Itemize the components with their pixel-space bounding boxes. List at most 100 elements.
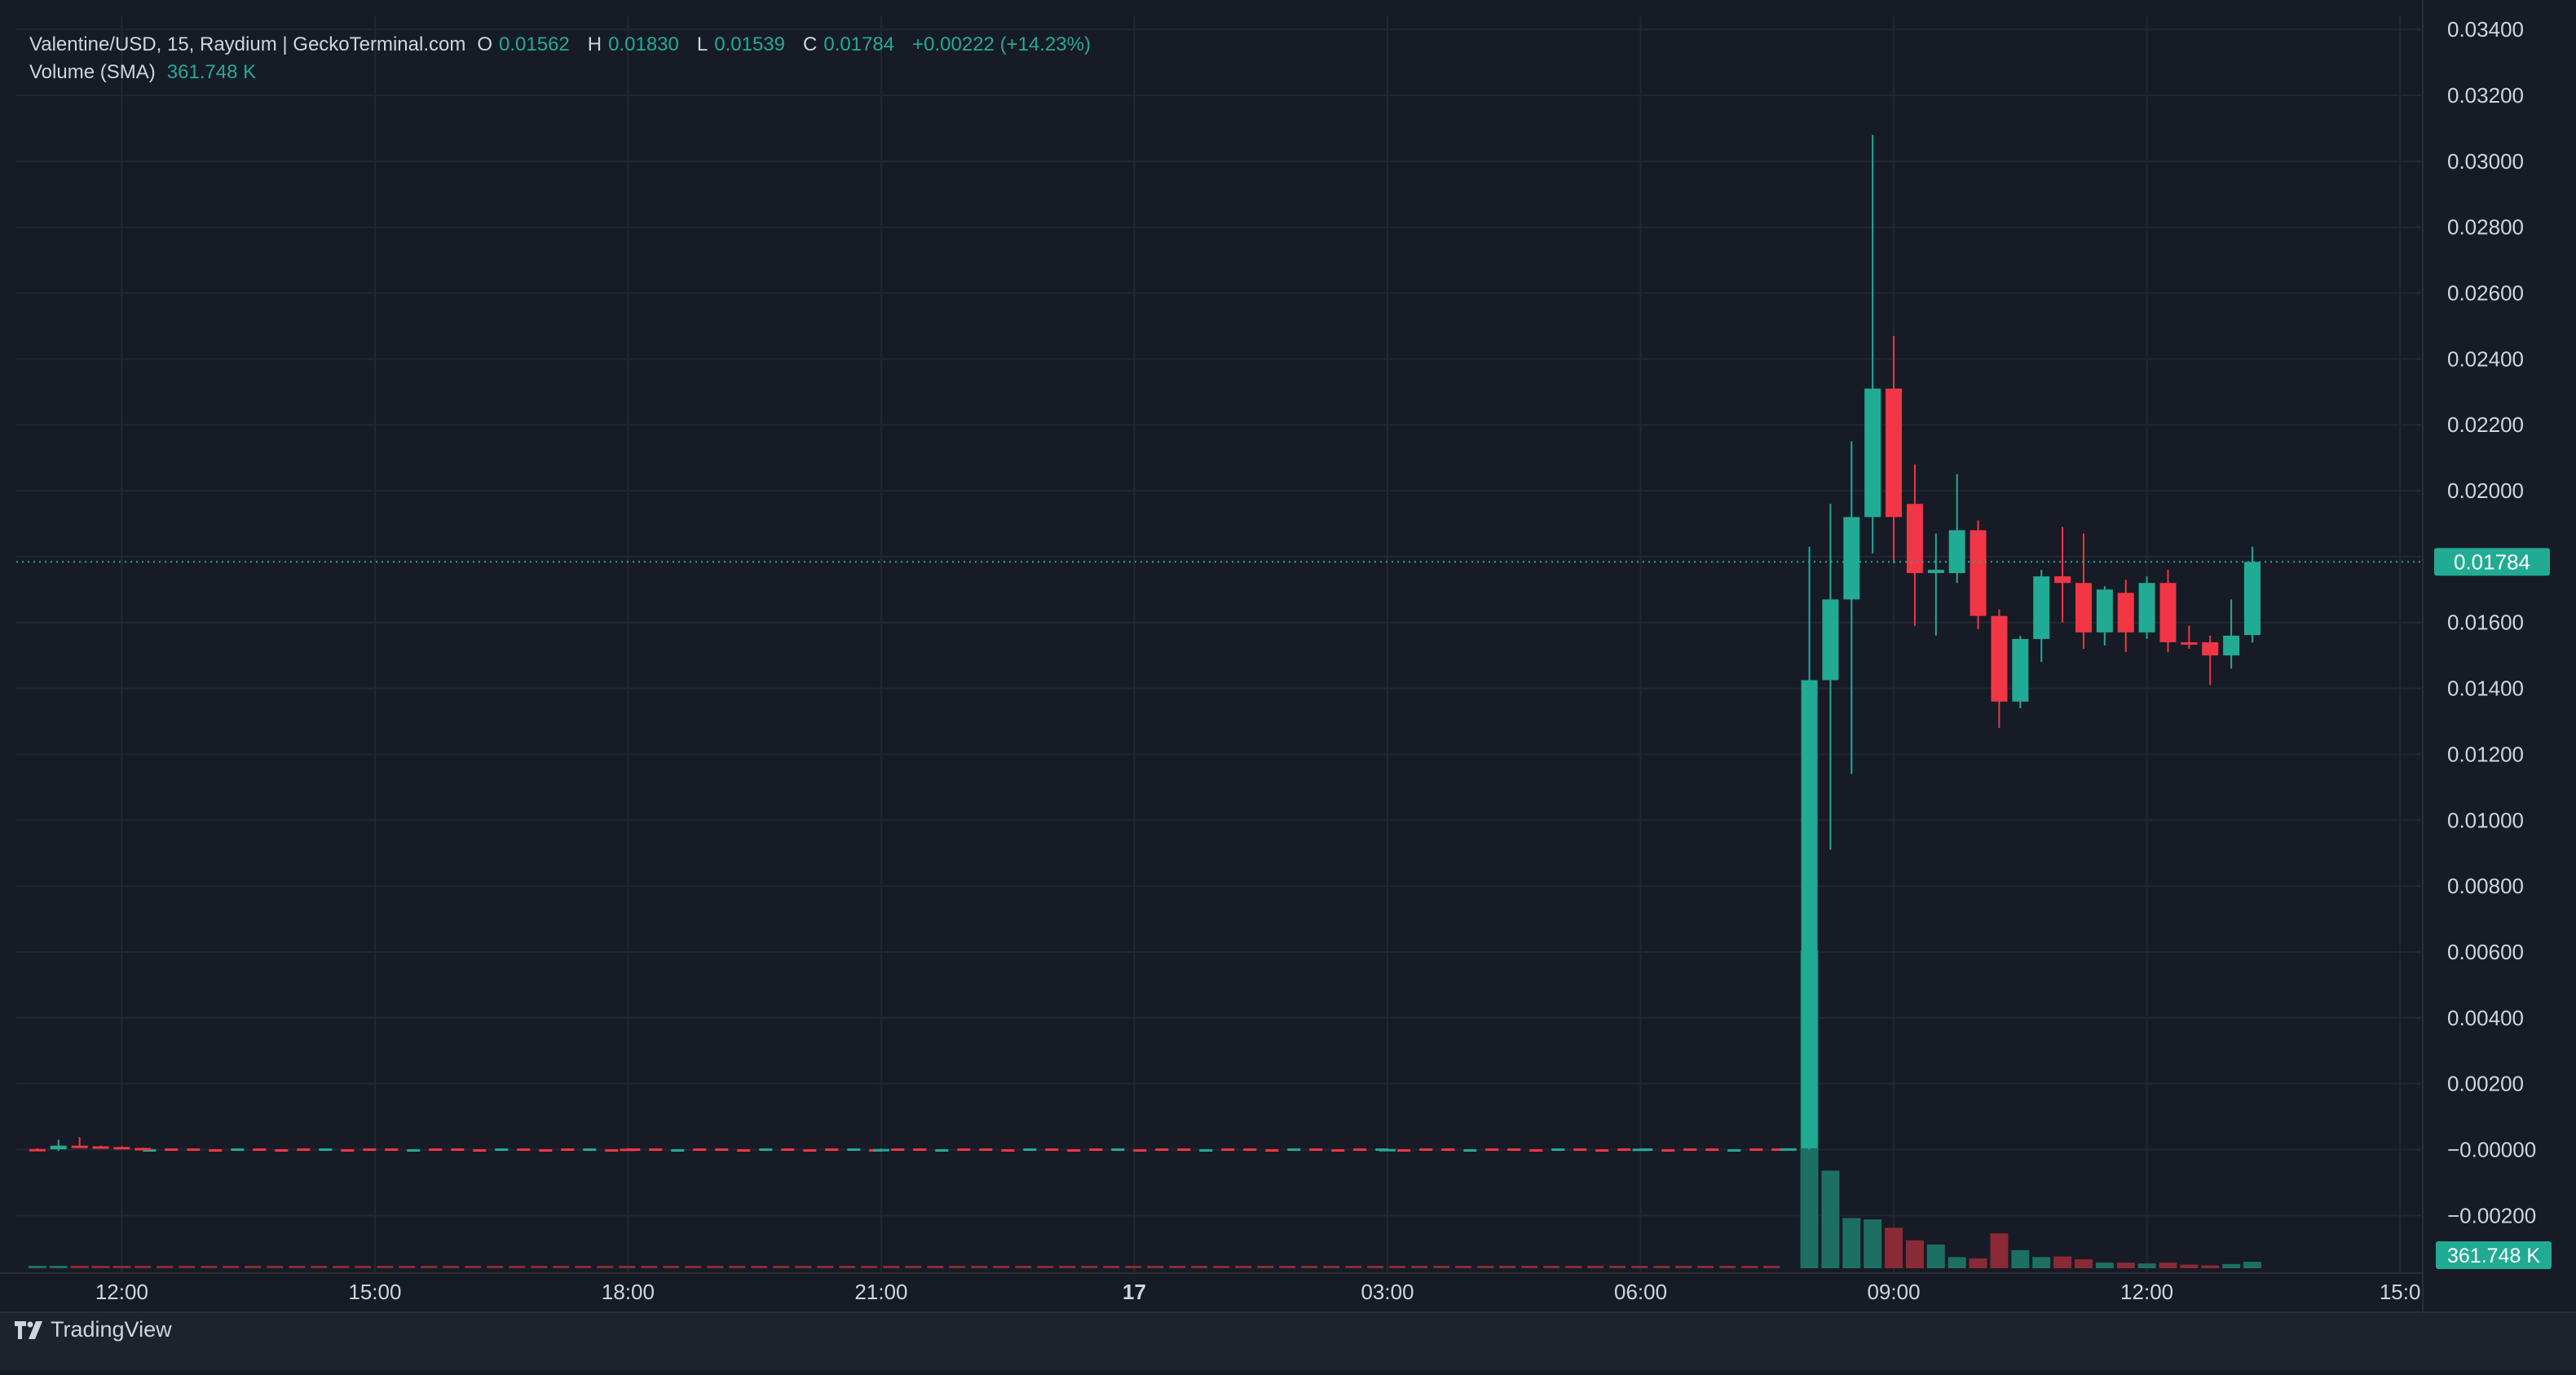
candle-body[interactable] (1886, 388, 1903, 518)
volume-bar (311, 1266, 328, 1268)
candle-body[interactable] (2181, 642, 2198, 645)
candle-body[interactable] (2138, 583, 2155, 632)
volume-bar (619, 1266, 636, 1268)
volume-bar (201, 1266, 218, 1268)
volume-bar[interactable] (1926, 1244, 1945, 1268)
price-tick-label: 0.00600 (2447, 940, 2524, 964)
volume-bar (267, 1266, 284, 1268)
time-tick-label: 15:0 (2380, 1280, 2421, 1304)
volume-bar (1147, 1266, 1164, 1268)
volume-bar (1191, 1266, 1208, 1268)
volume-bar[interactable] (1990, 1233, 2009, 1268)
candle-body[interactable] (2117, 593, 2134, 632)
volume-bar (1411, 1266, 1428, 1268)
last-price-tag[interactable] (2434, 548, 2550, 576)
volume-bar (1169, 1266, 1186, 1268)
price-tick-label: 0.02200 (2447, 412, 2524, 437)
volume-sma-tag[interactable] (2436, 1241, 2552, 1269)
tradingview-label: TradingView (51, 1317, 172, 1342)
candle-body[interactable] (2202, 642, 2219, 656)
candle-body[interactable] (1864, 388, 1881, 518)
volume-bar[interactable] (2137, 1263, 2156, 1268)
candle-body[interactable] (872, 1148, 889, 1152)
candle-body[interactable] (1632, 1148, 1649, 1152)
candle-body[interactable] (1379, 1148, 1396, 1152)
price-tick-label: 0.00400 (2447, 1006, 2524, 1030)
volume-bar[interactable] (2116, 1263, 2135, 1268)
candle-body[interactable] (92, 1146, 109, 1149)
volume-bar (509, 1266, 526, 1268)
candle-body[interactable] (1948, 530, 1965, 574)
price-tick-label: 0.03000 (2447, 149, 2524, 174)
candle-body[interactable] (620, 1148, 637, 1152)
time-tick-label: 12:00 (2120, 1280, 2173, 1304)
volume-bar[interactable] (1864, 1219, 1882, 1268)
volume-bar[interactable] (70, 1266, 89, 1268)
candle-body[interactable] (71, 1145, 88, 1148)
volume-bar[interactable] (1969, 1258, 1987, 1268)
candle-body[interactable] (29, 1148, 46, 1152)
volume-bar (1235, 1266, 1252, 1268)
volume-bar (729, 1266, 746, 1268)
volume-bar[interactable] (2011, 1249, 2030, 1268)
volume-bar[interactable] (2222, 1263, 2241, 1268)
volume-bar[interactable] (2201, 1265, 2220, 1268)
chart-legend: Valentine/USD, 15, Raydium | GeckoTermin… (29, 31, 1102, 86)
volume-bar (487, 1266, 504, 1268)
volume-bar[interactable] (2159, 1263, 2177, 1268)
volume-bar (641, 1266, 658, 1268)
volume-bar[interactable] (1905, 1240, 1924, 1268)
candle-body[interactable] (1843, 517, 1860, 600)
volume-bar[interactable] (2180, 1264, 2199, 1268)
close-value: 0.01784 (823, 33, 895, 55)
volume-bar[interactable] (112, 1266, 131, 1268)
volume-bar[interactable] (28, 1266, 46, 1268)
tradingview-branding[interactable]: TradingView (15, 1317, 172, 1342)
volume-bar[interactable] (2053, 1256, 2072, 1268)
volume-bar[interactable] (1842, 1218, 1861, 1268)
candle-body[interactable] (1969, 530, 1987, 616)
time-tick-label: 18:00 (602, 1280, 655, 1304)
volume-label[interactable]: Volume (SMA) (29, 61, 156, 83)
volume-bar[interactable] (91, 1266, 110, 1268)
price-tick-label: 0.01400 (2447, 676, 2524, 701)
volume-bar (773, 1266, 790, 1268)
candle-body[interactable] (1906, 504, 1923, 574)
volume-bar[interactable] (2074, 1259, 2093, 1268)
volume-bar[interactable] (2032, 1257, 2051, 1268)
symbol-title[interactable]: Valentine/USD, 15, Raydium | GeckoTermin… (29, 33, 466, 55)
candle-body[interactable] (2054, 576, 2071, 584)
candle-body[interactable] (1822, 599, 1839, 681)
price-tick-label: 0.02800 (2447, 215, 2524, 240)
candle-body[interactable] (2012, 638, 2029, 702)
volume-bar (751, 1266, 768, 1268)
volume-bar (1367, 1266, 1384, 1268)
volume-bar[interactable] (1885, 1227, 1903, 1268)
price-tick-label: 0.03400 (2447, 17, 2524, 42)
high-value: 0.01830 (608, 33, 679, 55)
candle-body[interactable] (2033, 576, 2050, 639)
candle-body[interactable] (2223, 635, 2240, 656)
volume-bar[interactable] (49, 1266, 68, 1268)
volume-bar[interactable] (1947, 1257, 1966, 1268)
candle-body[interactable] (50, 1145, 67, 1150)
volume-bar (553, 1266, 570, 1268)
candle-body[interactable] (1927, 570, 1944, 574)
candle-body[interactable] (2243, 562, 2261, 636)
volume-bar[interactable] (2095, 1263, 2114, 1268)
volume-bar[interactable] (2243, 1262, 2261, 1268)
candle-body[interactable] (2096, 589, 2113, 632)
candle-body[interactable] (1780, 1148, 1797, 1151)
volume-bar (575, 1266, 592, 1268)
time-tick-label: 09:00 (1868, 1280, 1921, 1304)
candle-body[interactable] (1801, 680, 1818, 1148)
candle-body[interactable] (113, 1147, 130, 1150)
volume-bar[interactable] (1821, 1170, 1840, 1268)
candle-body[interactable] (135, 1148, 152, 1151)
volume-bar (1609, 1266, 1626, 1268)
candle-body[interactable] (1991, 615, 2008, 702)
candle-body[interactable] (2075, 583, 2092, 632)
candle-body[interactable] (2159, 583, 2177, 642)
